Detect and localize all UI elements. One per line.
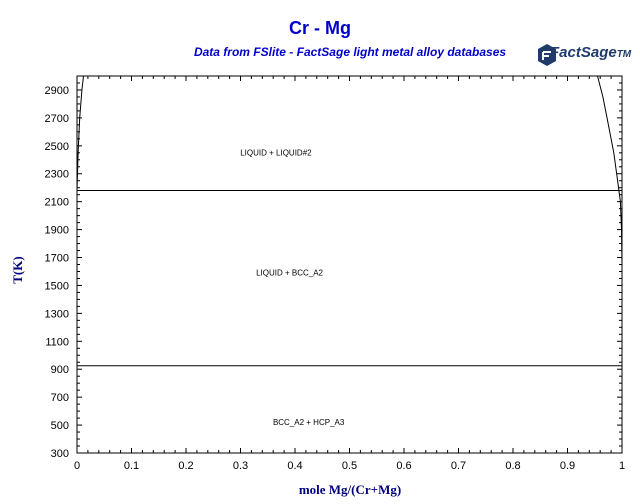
chart-subtitle: Data from FSlite - FactSage light metal … <box>193 45 507 59</box>
x-axis-label: mole Mg/(Cr+Mg) <box>298 482 402 497</box>
phase-region-label-3: BCC_A2 + HCP_A3 <box>273 418 345 427</box>
x-tick-label: 0.8 <box>505 460 520 472</box>
y-tick-label: 1900 <box>45 225 69 237</box>
y-tick-label: 1300 <box>45 308 69 320</box>
y-axis-label: T(K) <box>10 256 25 284</box>
x-tick-label: 1 <box>619 460 625 472</box>
x-tick-label: 0.2 <box>178 460 193 472</box>
x-tick-label: 0 <box>74 460 80 472</box>
x-tick-label: 0.6 <box>396 460 411 472</box>
y-tick-label: 2900 <box>45 85 69 97</box>
y-tick-label: 1500 <box>45 280 69 292</box>
y-tick-label: 2100 <box>45 197 69 209</box>
chart-title: Cr - Mg <box>289 18 351 38</box>
x-tick-label: 0.5 <box>342 460 357 472</box>
x-tick-label: 0.3 <box>233 460 248 472</box>
y-tick-label: 300 <box>51 448 69 460</box>
y-tick-label: 900 <box>51 364 69 376</box>
phase-boundary-4 <box>597 75 623 286</box>
factsage-logo-icon <box>538 44 556 66</box>
y-tick-label: 2300 <box>45 169 69 181</box>
factsage-logo-text: FactSageTM <box>550 44 632 61</box>
y-tick-label: 1700 <box>45 253 69 265</box>
y-tick-label: 700 <box>51 392 69 404</box>
phase-boundary-3 <box>76 75 84 191</box>
y-tick-label: 2500 <box>45 141 69 153</box>
phase-region-label-2: LIQUID + BCC_A2 <box>256 269 323 278</box>
plot-frame <box>76 75 623 454</box>
x-tick-label: 0.7 <box>451 460 466 472</box>
phase-region-label-1: LIQUID + LIQUID#2 <box>240 149 312 158</box>
x-tick-label: 0.4 <box>287 460 302 472</box>
x-tick-label: 0.9 <box>560 460 575 472</box>
y-tick-label: 500 <box>51 420 69 432</box>
factsage-logo: FactSageTM <box>536 40 640 70</box>
x-tick-label: 0.1 <box>124 460 139 472</box>
y-tick-label: 1100 <box>45 336 69 348</box>
y-tick-label: 2700 <box>45 113 69 125</box>
